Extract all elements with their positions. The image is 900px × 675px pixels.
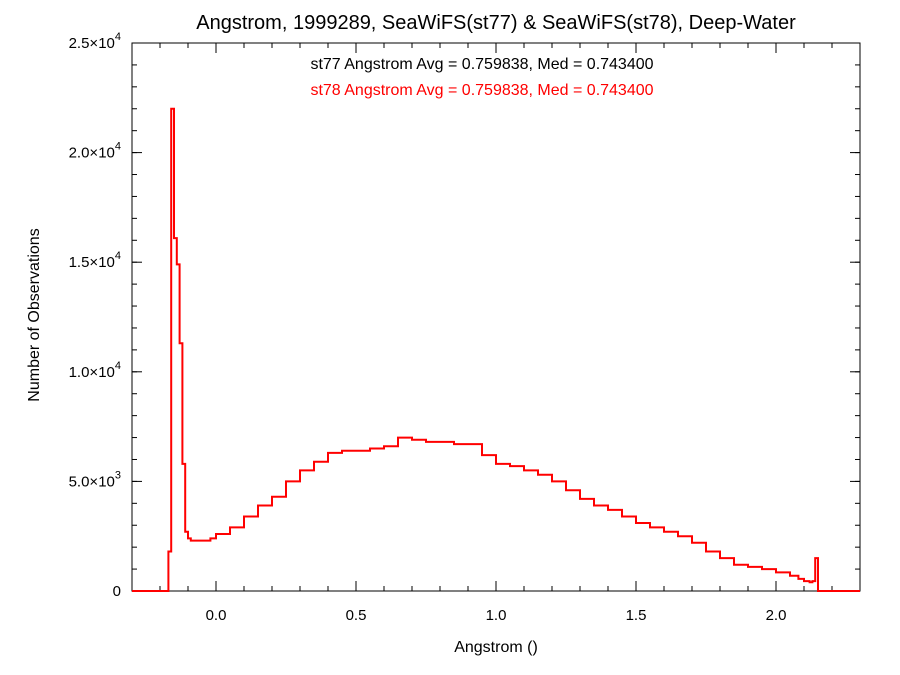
y-tick-mantissa: 1.5×10 bbox=[69, 254, 115, 271]
x-tick-label: 0.0 bbox=[206, 607, 227, 624]
annotation-st77: st77 Angstrom Avg = 0.759838, Med = 0.74… bbox=[310, 56, 653, 73]
y-tick-label: 2.5×104 bbox=[69, 31, 121, 52]
y-tick-label: 1.5×104 bbox=[69, 250, 121, 271]
x-tick-label: 1.5 bbox=[626, 607, 647, 624]
y-tick-label: 1.0×104 bbox=[69, 360, 121, 381]
x-tick-label: 0.5 bbox=[346, 607, 367, 624]
plot-frame bbox=[131, 42, 861, 592]
y-tick-mantissa: 1.0×10 bbox=[69, 364, 115, 381]
x-tick-label: 2.0 bbox=[766, 607, 787, 624]
y-tick-mantissa: 5.0×10 bbox=[69, 473, 115, 490]
series-line bbox=[132, 107, 860, 592]
y-tick-label: 5.0×103 bbox=[69, 469, 121, 490]
x-axis-ticks: 0.0 0.5 1.0 1.5 2.0 bbox=[131, 43, 861, 624]
y-tick-exponent: 3 bbox=[115, 469, 121, 481]
y-axis-label: Number of Observations bbox=[26, 228, 43, 401]
y-tick-exponent: 4 bbox=[115, 360, 121, 372]
series-group bbox=[132, 107, 860, 592]
x-tick-label: 1.0 bbox=[486, 607, 507, 624]
y-tick-label: 0 bbox=[113, 583, 121, 600]
y-tick-mantissa: 2.0×10 bbox=[69, 145, 115, 162]
series-layer bbox=[132, 107, 860, 592]
y-tick-label: 2.0×104 bbox=[69, 141, 121, 162]
annotation-st78: st78 Angstrom Avg = 0.759838, Med = 0.74… bbox=[310, 82, 653, 99]
y-tick-exponent: 4 bbox=[115, 31, 121, 43]
y-tick-exponent: 4 bbox=[115, 250, 121, 262]
y-tick-mantissa: 0 bbox=[113, 583, 121, 600]
x-axis-label: Angstrom () bbox=[454, 639, 538, 656]
y-tick-mantissa: 2.5×10 bbox=[69, 35, 115, 52]
y-tick-exponent: 4 bbox=[115, 141, 121, 153]
chart-title: Angstrom, 1999289, SeaWiFS(st77) & SeaWi… bbox=[196, 12, 796, 34]
